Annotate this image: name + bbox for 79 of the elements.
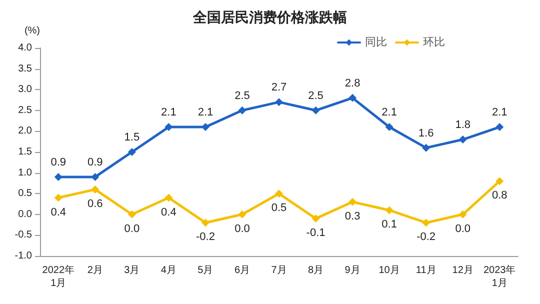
chart-title: 全国居民消费价格涨跌幅 xyxy=(192,10,347,26)
data-label: 0.5 xyxy=(271,202,287,214)
data-label: 0.8 xyxy=(492,190,508,202)
point xyxy=(458,210,467,218)
y-tick-label: 1.0 xyxy=(18,167,32,178)
y-tick-label: 4.0 xyxy=(18,42,32,54)
data-label: -0.2 xyxy=(196,231,215,244)
point xyxy=(238,106,246,114)
point xyxy=(312,214,320,223)
point xyxy=(128,148,136,156)
point xyxy=(54,194,62,202)
x-tick-label: 3月 xyxy=(124,265,140,276)
data-label: 1.5 xyxy=(124,132,140,144)
data-label: 2.1 xyxy=(382,106,397,119)
x-tick-label: 9月 xyxy=(344,265,360,276)
x-tick-label: 2022年 1月 xyxy=(42,264,75,289)
x-tick-label: 4月 xyxy=(160,265,176,276)
y-axis-title: (%) xyxy=(24,26,40,36)
data-label: 2.1 xyxy=(198,106,214,119)
point xyxy=(164,194,173,202)
point xyxy=(422,218,430,227)
y-tick-label: 3.5 xyxy=(18,63,32,74)
x-tick-label: 2月 xyxy=(87,265,103,276)
y-tick-label: 2.0 xyxy=(18,126,32,137)
point xyxy=(348,94,357,102)
x-tick-label: 8月 xyxy=(308,265,324,276)
data-label: 0.6 xyxy=(88,198,103,210)
x-tick-label: 7月 xyxy=(271,265,287,276)
legend-label: 环比 xyxy=(423,36,445,48)
x-tick-label: 6月 xyxy=(234,265,250,276)
y-tick-label: -0.5 xyxy=(14,230,32,241)
data-label: 2.8 xyxy=(344,77,360,90)
data-label: 2.5 xyxy=(234,90,250,102)
data-label: 2.1 xyxy=(161,106,176,119)
point xyxy=(422,144,430,152)
point xyxy=(312,106,320,114)
data-label: 0.9 xyxy=(50,156,66,168)
data-label: 2.7 xyxy=(271,82,287,94)
point xyxy=(385,206,394,214)
point xyxy=(91,172,100,181)
point xyxy=(348,198,357,206)
point xyxy=(275,98,283,106)
y-tick-label: -1.0 xyxy=(14,250,32,262)
data-label: 0.4 xyxy=(50,206,66,218)
point xyxy=(496,177,504,186)
point xyxy=(385,123,394,132)
y-tick-label: 3.0 xyxy=(18,84,32,96)
point xyxy=(91,185,100,194)
y-tick-label: 1.5 xyxy=(18,146,32,158)
data-label: 2.5 xyxy=(308,90,324,102)
data-label: -0.1 xyxy=(306,227,326,240)
data-label: 0.4 xyxy=(161,206,176,218)
point xyxy=(201,218,210,227)
point xyxy=(54,172,62,181)
point xyxy=(496,123,504,132)
x-tick-label: 12月 xyxy=(452,265,474,276)
data-label: 0.0 xyxy=(234,222,250,235)
x-tick-label: 2023年 1月 xyxy=(483,264,516,289)
data-label: 2.1 xyxy=(492,106,508,119)
data-label: 0.3 xyxy=(344,210,360,222)
x-tick-label: 10月 xyxy=(378,265,400,276)
x-tick-label: 11月 xyxy=(416,265,436,276)
data-label: 0.0 xyxy=(455,222,470,235)
point xyxy=(275,190,283,198)
data-label: -0.2 xyxy=(416,231,436,244)
point xyxy=(164,123,173,132)
data-label: 1.8 xyxy=(455,119,470,132)
point xyxy=(238,210,246,218)
x-tick-label: 5月 xyxy=(198,265,214,276)
y-tick-label: 0.0 xyxy=(18,208,32,220)
legend-label: 同比 xyxy=(365,36,387,48)
data-label: 0.1 xyxy=(382,218,397,231)
y-tick-label: 0.5 xyxy=(18,188,32,200)
point xyxy=(128,210,136,218)
point xyxy=(458,136,467,144)
y-tick-label: 2.5 xyxy=(18,104,32,116)
data-label: 0.9 xyxy=(88,156,103,168)
data-label: 0.0 xyxy=(124,222,140,235)
data-label: 1.6 xyxy=(418,127,434,140)
